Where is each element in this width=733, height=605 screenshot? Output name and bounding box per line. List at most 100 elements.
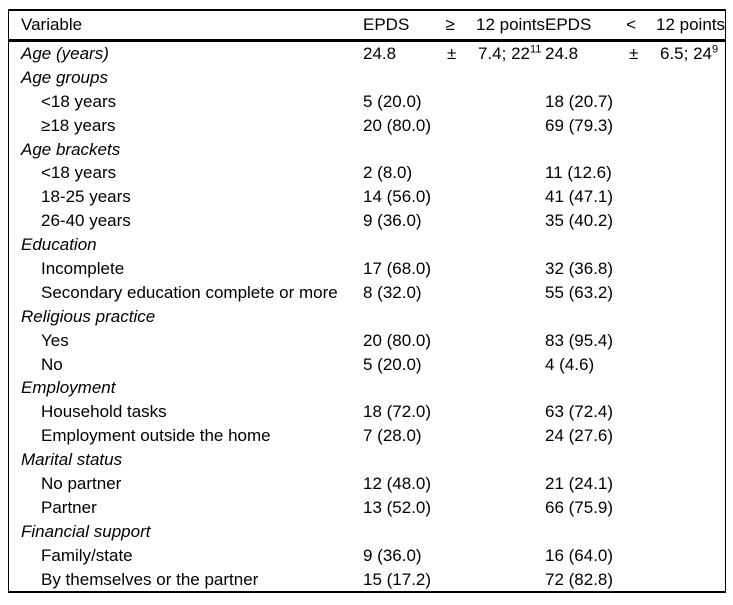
row-label: 18-25 years <box>41 187 131 207</box>
row-label: Family/state <box>41 545 133 565</box>
row-label: Religious practice <box>21 306 156 326</box>
median-superscript: 11 <box>530 43 542 56</box>
item-row: 18-25 years 14 (56.0) 41 (47.1) <box>9 185 725 209</box>
epds-lt12-cell: 24.8 ±6.5; 249 <box>545 44 725 64</box>
item-row: <18 years 5 (20.0) 18 (20.7) <box>9 90 725 114</box>
epds-lt12-cell: 55 (63.2) <box>545 282 614 302</box>
epds-lt12-cell: 24 (27.6) <box>545 426 614 446</box>
table-header-row: Variable EPDS ≥ 12 points EPDS < 12 poin… <box>9 11 725 42</box>
item-row: Yes 20 (80.0) 83 (95.4) <box>9 329 725 353</box>
row-label: Marital status <box>21 450 123 470</box>
epds-lt12-cell: 41 (47.1) <box>545 187 614 207</box>
epds-lt12-cell: 32 (36.8) <box>545 258 614 278</box>
category-row: Religious practice <box>9 305 725 329</box>
epds-lt12-cell: 4 (4.6) <box>545 354 595 374</box>
epds-ge12-cell: 9 (36.0) <box>363 545 422 565</box>
epds-ge12-cell: 20 (80.0) <box>363 115 432 135</box>
epds-ge12-cell: 5 (20.0) <box>363 91 422 111</box>
row-label: ≥18 years <box>41 115 116 135</box>
row-label: Education <box>21 235 97 255</box>
epds-ge12-cell: 5 (20.0) <box>363 354 422 374</box>
sd-value: 6.5; 24 <box>660 43 712 63</box>
category-row: Age brackets <box>9 138 725 162</box>
row-label: By themselves or the partner <box>41 569 259 589</box>
epds-statistics-table: Variable EPDS ≥ 12 points EPDS < 12 poin… <box>8 9 726 594</box>
row-label: Yes <box>41 330 69 350</box>
category-row: Employment <box>9 376 725 400</box>
epds-ge12-cell: 7 (28.0) <box>363 426 422 446</box>
table-body: Age (years) 24.8 ±7.4; 2211 24.8 ±6.5; 249 Ag… <box>9 42 725 591</box>
item-row: 26-40 years 9 (36.0) 35 (40.2) <box>9 209 725 233</box>
epds-lt12-cell: 21 (24.1) <box>545 473 614 493</box>
epds-ge12-cell: 13 (52.0) <box>363 497 432 517</box>
epds-lt12-cell: 83 (95.4) <box>545 330 614 350</box>
epds-lt12-cell: 35 (40.2) <box>545 211 614 231</box>
item-row: No partner 12 (48.0) 21 (24.1) <box>9 472 725 496</box>
epds-ge12-cell: 18 (72.0) <box>363 402 432 422</box>
epds-ge12-cell: 12 (48.0) <box>363 473 432 493</box>
epds-lt12-cell: 69 (79.3) <box>545 115 614 135</box>
category-row: Financial support <box>9 520 725 544</box>
item-row: Employment outside the home 7 (28.0) 24 (2… <box>9 424 725 448</box>
item-row: Incomplete 17 (68.0) 32 (36.8) <box>9 257 725 281</box>
item-row: <18 years 2 (8.0) 11 (12.6) <box>9 161 725 185</box>
category-row: Age groups <box>9 66 725 90</box>
item-row: Family/state 9 (36.0) 16 (64.0) <box>9 544 725 568</box>
row-label: No partner <box>41 473 122 493</box>
item-row: No 5 (20.0) 4 (4.6) <box>9 353 725 377</box>
row-label: Age brackets <box>21 139 121 159</box>
median-superscript: 9 <box>712 43 719 56</box>
stats-row: Age (years) 24.8 ±7.4; 2211 24.8 ±6.5; 249 <box>9 42 725 66</box>
row-label: Financial support <box>21 521 151 541</box>
row-label: Household tasks <box>41 402 167 422</box>
row-label: Age (years) <box>21 43 109 63</box>
item-row: Household tasks 18 (72.0) 63 (72.4) <box>9 400 725 424</box>
column-header-epds-lt12: EPDS < 12 points <box>545 15 725 35</box>
epds-ge12-cell: 17 (68.0) <box>363 258 432 278</box>
row-label: No <box>41 354 63 374</box>
plus-minus-symbol: ± <box>447 43 457 63</box>
row-label: Employment <box>21 378 116 398</box>
row-label: Partner <box>41 497 97 517</box>
mean-value: 24.8 <box>363 43 397 63</box>
sd-median-value: 7.4; 2211 <box>478 44 545 64</box>
header-points-label: 12 points <box>476 15 545 34</box>
epds-lt12-cell: 16 (64.0) <box>545 545 614 565</box>
item-row: ≥18 years 20 (80.0) 69 (79.3) <box>9 114 725 138</box>
plus-minus-symbol: ± <box>629 43 639 63</box>
category-row: Marital status <box>9 448 725 472</box>
epds-ge12-cell: 24.8 ±7.4; 2211 <box>363 44 545 64</box>
mean-value: 24.8 <box>545 43 579 63</box>
header-test-name: EPDS <box>363 15 410 34</box>
row-label: Age groups <box>21 67 108 87</box>
row-label: <18 years <box>41 91 117 111</box>
less-than-symbol: < <box>626 15 637 34</box>
epds-ge12-cell: 8 (32.0) <box>363 282 422 302</box>
row-label: 26-40 years <box>41 211 131 231</box>
column-header-variable: Variable <box>21 15 83 34</box>
row-label: Incomplete <box>41 258 125 278</box>
header-test-name: EPDS <box>545 15 592 34</box>
epds-ge12-cell: 2 (8.0) <box>363 163 413 183</box>
epds-lt12-cell: 66 (75.9) <box>545 497 614 517</box>
epds-ge12-cell: 14 (56.0) <box>363 187 432 207</box>
epds-ge12-cell: 15 (17.2) <box>363 569 432 589</box>
epds-lt12-cell: 72 (82.8) <box>545 569 614 589</box>
row-label: Secondary education complete or more <box>41 282 338 302</box>
epds-lt12-cell: 11 (12.6) <box>545 163 612 183</box>
row-label: Employment outside the home <box>41 426 271 446</box>
column-header-epds-ge12: EPDS ≥ 12 points <box>363 15 545 35</box>
sd-value: 7.4; 22 <box>478 43 530 63</box>
epds-ge12-cell: 9 (36.0) <box>363 211 422 231</box>
header-points-label: 12 points <box>656 15 725 34</box>
greater-equal-symbol: ≥ <box>445 15 455 34</box>
item-row: Partner 13 (52.0) 66 (75.9) <box>9 496 725 520</box>
row-label: <18 years <box>41 163 117 183</box>
epds-lt12-cell: 63 (72.4) <box>545 402 614 422</box>
epds-ge12-cell: 20 (80.0) <box>363 330 432 350</box>
item-row: By themselves or the partner 15 (17.2) 72 … <box>9 568 725 592</box>
item-row: Secondary education complete or more 8 (3… <box>9 281 725 305</box>
epds-lt12-cell: 18 (20.7) <box>545 91 614 111</box>
sd-median-value: 6.5; 249 <box>660 44 725 64</box>
category-row: Education <box>9 233 725 257</box>
